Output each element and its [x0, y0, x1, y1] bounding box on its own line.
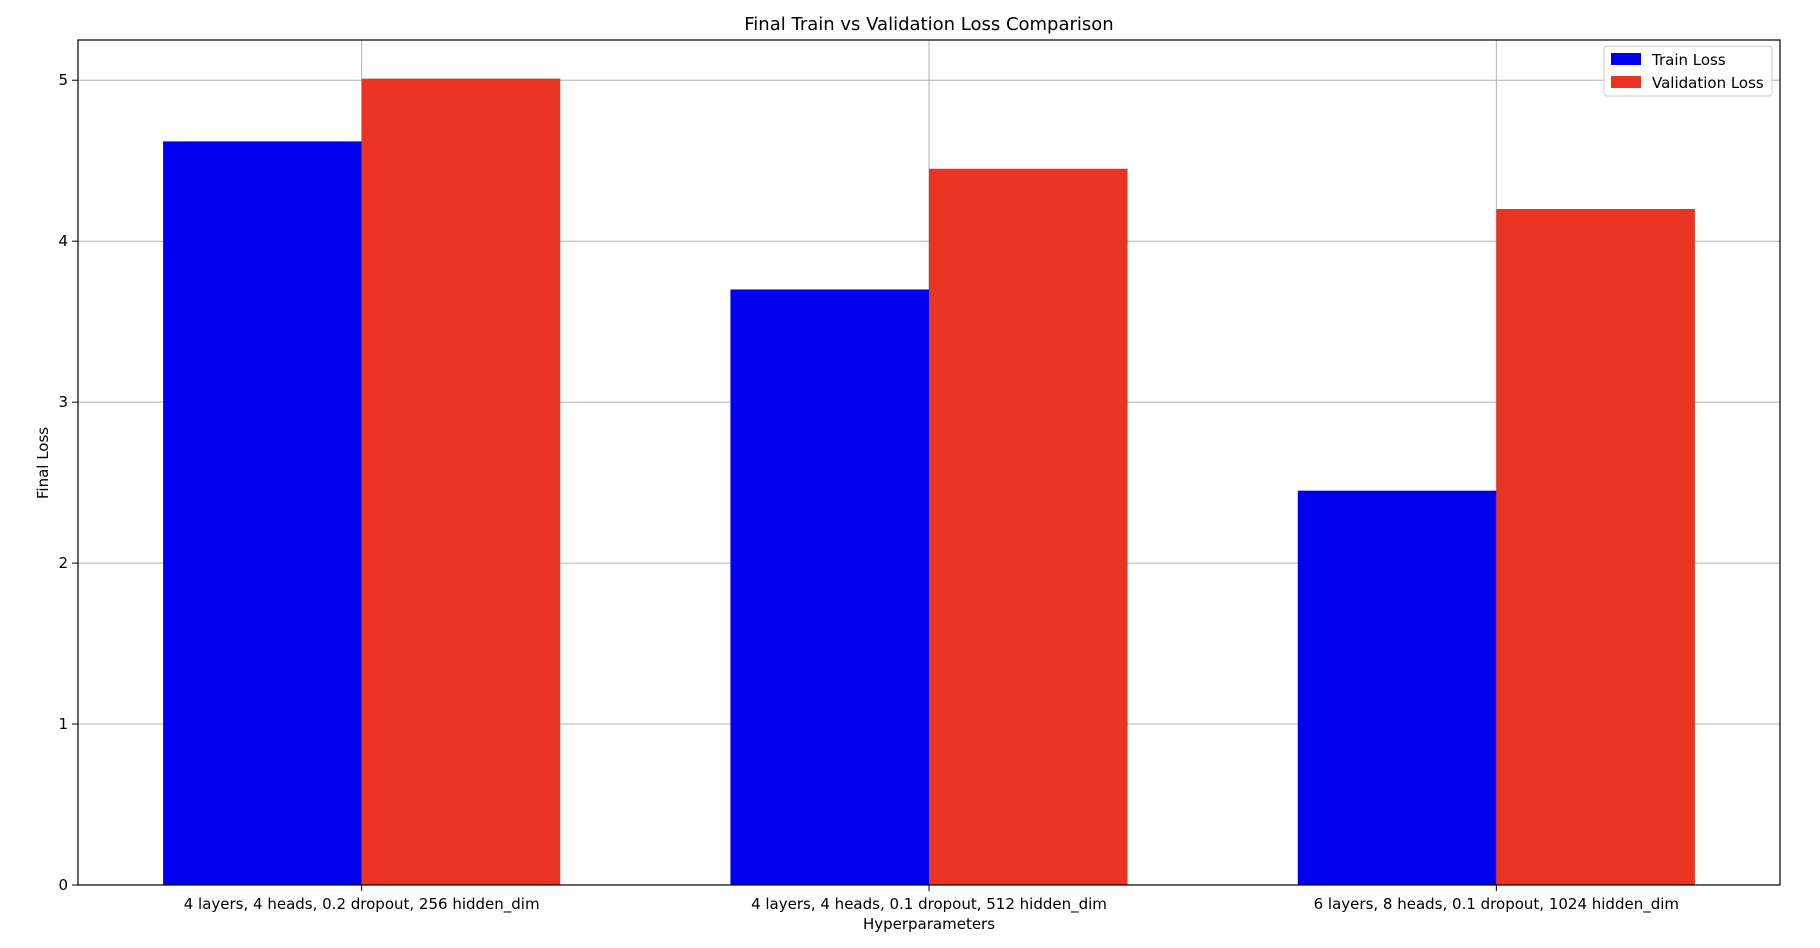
bar-train-loss	[730, 289, 929, 885]
y-axis-label: Final Loss	[34, 427, 52, 499]
y-tick-label: 3	[58, 393, 68, 411]
x-axis-ticks: 4 layers, 4 heads, 0.2 dropout, 256 hidd…	[184, 885, 1679, 914]
x-tick-label: 6 layers, 8 heads, 0.1 dropout, 1024 hid…	[1314, 895, 1679, 914]
bar-validation-loss	[929, 168, 1128, 885]
bar-train-loss	[1297, 490, 1497, 885]
x-tick-label: 4 layers, 4 heads, 0.2 dropout, 256 hidd…	[184, 895, 540, 914]
legend: Train Loss Validation Loss	[1603, 45, 1773, 97]
legend-swatch-validation-loss	[1611, 76, 1641, 88]
y-tick-label: 0	[58, 876, 68, 894]
bar-train-loss	[163, 141, 362, 885]
y-tick-label: 1	[58, 715, 68, 733]
legend-label-validation-loss: Validation Loss	[1652, 74, 1764, 92]
x-axis-label: Hyperparameters	[863, 915, 995, 933]
bar-validation-loss	[361, 78, 561, 886]
y-tick-label: 4	[58, 232, 68, 250]
y-tick-label: 5	[58, 71, 68, 89]
y-tick-label: 2	[58, 554, 68, 572]
legend-swatch-train-loss	[1611, 53, 1641, 65]
x-tick-label: 4 layers, 4 heads, 0.1 dropout, 512 hidd…	[751, 895, 1107, 914]
legend-box	[1603, 45, 1773, 97]
bars	[163, 78, 1695, 886]
legend-label-train-loss: Train Loss	[1651, 51, 1726, 69]
chart-title: Final Train vs Validation Loss Compariso…	[744, 14, 1113, 35]
y-axis-ticks: 0 1 2 3 4 5	[58, 71, 78, 894]
bar-validation-loss	[1496, 209, 1695, 885]
